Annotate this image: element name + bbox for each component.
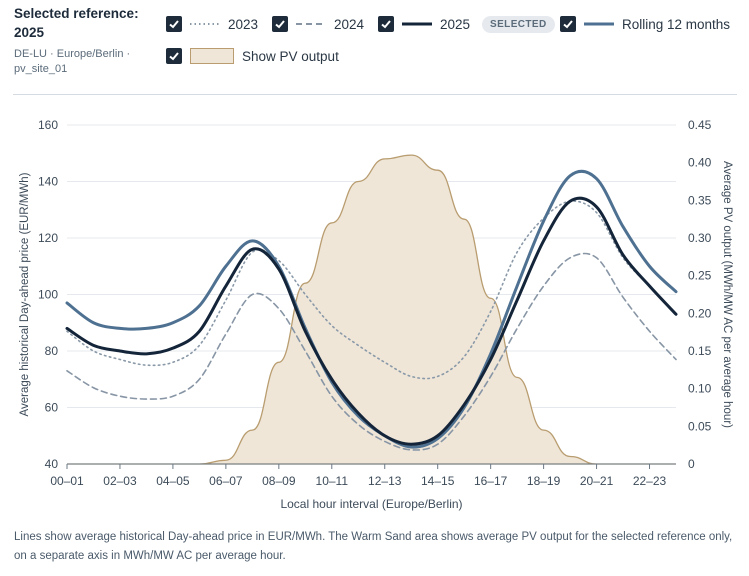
legend-label-2024: 2024	[334, 16, 365, 32]
legend-swatch-pv	[190, 48, 234, 64]
selected-badge: SELECTED	[482, 15, 555, 33]
header-divider	[13, 94, 737, 95]
y-tick-label: 80	[45, 344, 59, 358]
y2-tick-label: 0.20	[688, 306, 712, 320]
series-lines	[65, 169, 678, 451]
x-tick-label: 14–15	[421, 474, 455, 488]
x-tick-label: 02–03	[103, 474, 137, 488]
legend-toggle-pv[interactable]: Show PV output	[166, 46, 339, 66]
x-axis-title: Local hour interval (Europe/Berlin)	[280, 497, 462, 511]
checkbox-rolling[interactable]	[560, 16, 576, 32]
reference-title: Selected reference: 2025	[14, 6, 139, 40]
y2-axis-title: Average PV output (MWh/MW AC per average…	[721, 161, 733, 428]
x-tick-label: 08–09	[262, 474, 296, 488]
checkbox-2025[interactable]	[378, 16, 394, 32]
legend-toggle-2025[interactable]: 2025 SELECTED	[378, 14, 555, 34]
legend-toggle-rolling[interactable]: Rolling 12 months	[560, 14, 730, 34]
y2-tick-label: 0	[688, 457, 695, 471]
legend-label-rolling: Rolling 12 months	[622, 16, 731, 32]
legend-toggle-2023[interactable]: 2023	[166, 14, 258, 34]
legend-line-2025	[402, 22, 432, 26]
reference-subtitle: DE-LU · Europe/Berlin · pv_site_01	[14, 48, 131, 75]
legend-line-2024	[296, 23, 326, 25]
legend-label-2025: 2025	[440, 16, 471, 32]
line-2025	[65, 196, 678, 446]
y2-tick-label: 0.40	[688, 156, 712, 170]
checkbox-2023[interactable]	[166, 16, 182, 32]
x-tick-label: 16–17	[474, 474, 508, 488]
y2-axis-ticks: 0 0.05 0.10 0.15 0.20 0.25 0.30 0.35 0.40 0.45	[688, 118, 712, 471]
y-tick-label: 160	[38, 118, 58, 132]
y2-tick-label: 0.35	[688, 193, 712, 207]
x-tick-label: 04–05	[156, 474, 190, 488]
y-tick-label: 120	[38, 231, 58, 245]
line-2023	[66, 200, 677, 380]
x-tick-label: 20–21	[580, 474, 614, 488]
line-2024	[66, 252, 677, 451]
y-tick-label: 100	[38, 288, 58, 302]
y2-tick-label: 0.25	[688, 269, 712, 283]
y-axis-title: Average historical Day-ahead price (EUR/…	[19, 172, 31, 416]
x-tick-label: 06–07	[209, 474, 243, 488]
check-icon	[169, 20, 179, 29]
legend-label-pv: Show PV output	[242, 48, 339, 64]
x-tick-label: 22–23	[633, 474, 667, 488]
x-tick-label: 10–11	[316, 474, 349, 488]
y-tick-label: 40	[45, 457, 59, 471]
legend-line-2023	[190, 23, 220, 25]
legend-line-rolling	[584, 22, 614, 26]
x-axis-ticks: 00–01 02–03 04–05 06–07 08–09 10–11 12–13 14–15…	[50, 464, 667, 488]
legend-label-2023: 2023	[228, 16, 259, 32]
check-icon	[563, 20, 573, 29]
check-icon	[381, 20, 391, 29]
price-chart: 40 60 80 100 120 140 160 0 0.05 0.10 0.15 0.20 0.25…	[19, 118, 733, 511]
legend-toggle-2024[interactable]: 2024	[272, 14, 364, 34]
y-axis-ticks: 40 60 80 100 120 140 160	[38, 118, 58, 471]
y-tick-label: 60	[45, 401, 59, 415]
x-tick-label: 12–13	[368, 474, 402, 488]
checkbox-pv[interactable]	[166, 48, 182, 64]
x-tick-label: 00–01	[50, 474, 84, 488]
x-tick-label: 18–19	[527, 474, 561, 488]
check-icon	[169, 52, 179, 61]
y2-tick-label: 0.10	[688, 382, 712, 396]
y2-tick-label: 0.05	[688, 419, 712, 433]
pv-output-area	[67, 154, 677, 465]
y-tick-label: 140	[38, 175, 58, 189]
y2-tick-label: 0.15	[688, 344, 712, 358]
checkbox-2024[interactable]	[272, 16, 288, 32]
check-icon	[275, 20, 285, 29]
y2-tick-label: 0.30	[688, 231, 712, 245]
y2-tick-label: 0.45	[688, 118, 712, 132]
chart-caption: Lines show average historical Day-ahead …	[14, 531, 733, 562]
